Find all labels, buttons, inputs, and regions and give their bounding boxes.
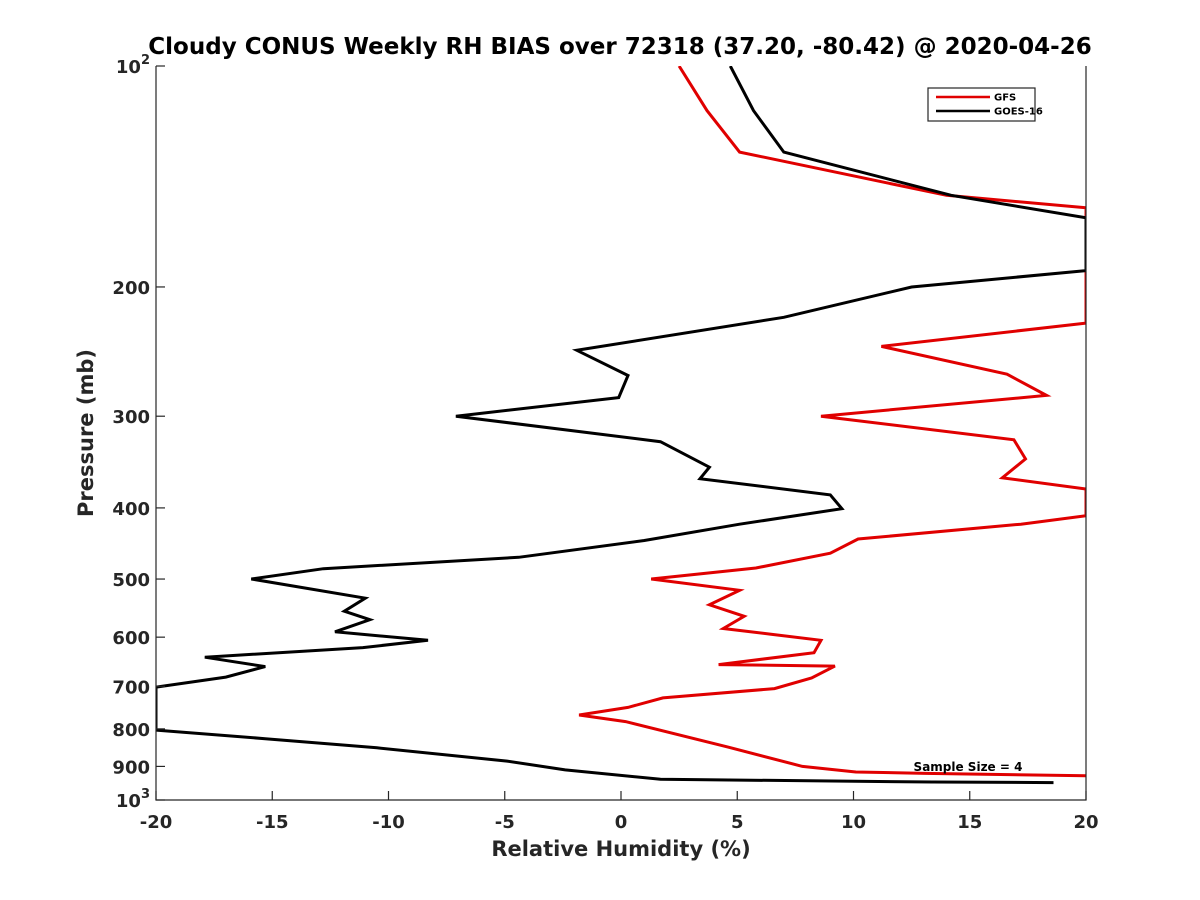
y-tick-label: 700 xyxy=(112,677,150,698)
y-axis-ticks: 102 200 300 400 500 600 700 800 900 103 xyxy=(112,53,165,812)
x-tick-label: 10 xyxy=(841,812,866,833)
y-tick-label: 300 xyxy=(112,407,150,428)
y-axis-label: Pressure (mb) xyxy=(74,349,98,517)
y-tick-label: 103 xyxy=(116,787,150,812)
y-tick-label: 600 xyxy=(112,628,150,649)
y-tick-label: 200 xyxy=(112,278,150,299)
x-tick-label: -10 xyxy=(372,812,405,833)
y-tick-label: 102 xyxy=(116,53,150,78)
x-axis-ticks: -20 -15 -10 -5 0 5 10 15 20 xyxy=(140,791,1099,833)
series-line-1 xyxy=(578,66,1086,778)
legend-label-1: GFS xyxy=(994,93,1016,104)
chart-title: Cloudy CONUS Weekly RH BIAS over 72318 (… xyxy=(148,34,1091,60)
series-lines xyxy=(156,66,1086,785)
legend-label-2: GOES-16 xyxy=(994,107,1043,118)
x-tick-label: 15 xyxy=(957,812,982,833)
sample-size-annotation: Sample Size = 4 xyxy=(914,760,1023,774)
y-tick-label: 900 xyxy=(112,757,150,778)
x-axis-label: Relative Humidity (%) xyxy=(491,837,750,861)
x-tick-label: -5 xyxy=(495,812,515,833)
legend: GFS GOES-16 xyxy=(927,87,1043,122)
y-tick-label: 400 xyxy=(112,499,150,520)
x-tick-label: 0 xyxy=(615,812,628,833)
y-tick-label: 500 xyxy=(112,570,150,591)
x-tick-label: 5 xyxy=(731,812,744,833)
legend-box xyxy=(927,87,1036,122)
series-line-2 xyxy=(156,66,1086,785)
x-tick-label: -20 xyxy=(140,812,173,833)
y-tick-label: 800 xyxy=(112,720,150,741)
x-tick-label: 20 xyxy=(1073,812,1098,833)
x-tick-label: -15 xyxy=(256,812,289,833)
